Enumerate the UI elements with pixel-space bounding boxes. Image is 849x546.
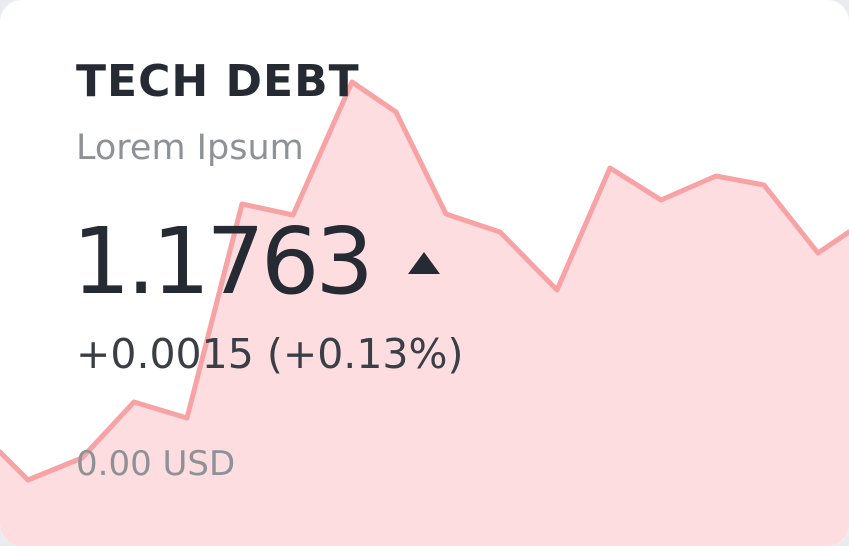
balance-value: 0.00 USD [76, 444, 236, 484]
sparkline-line [0, 79, 849, 483]
price-change: +0.0015 (+0.13%) [76, 330, 464, 378]
sparkline-area [0, 82, 849, 546]
price-row: 1.1763 [72, 206, 440, 316]
price-value: 1.1763 [72, 207, 374, 315]
triangle-up-icon [407, 252, 440, 274]
ticker-subtitle: Lorem Ipsum [76, 128, 304, 168]
ticker-title: TECH DEBT [76, 56, 360, 107]
